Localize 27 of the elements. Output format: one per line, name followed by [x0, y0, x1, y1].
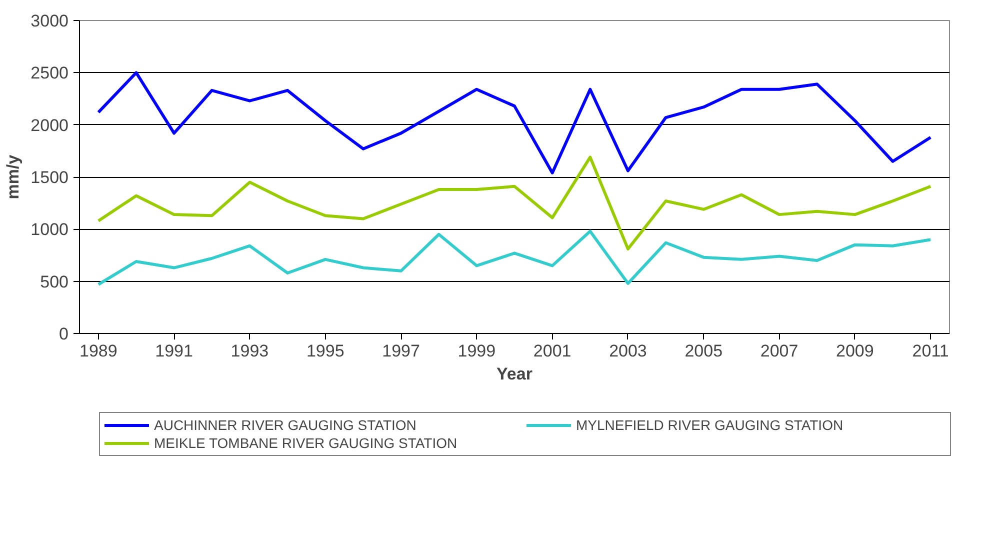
x-tick-label: 1997	[382, 342, 420, 360]
y-axis-title: mm/y	[4, 154, 23, 200]
x-tick-label: 2007	[760, 342, 798, 360]
y-tick-label: 1000	[30, 220, 69, 240]
y-tick-label: 2500	[30, 64, 69, 83]
legend-label: AUCHINNER RIVER GAUGING STATION	[154, 417, 418, 433]
x-tick-label: 1999	[458, 342, 496, 360]
x-tick-label: 1989	[80, 342, 118, 360]
line-series	[96, 71, 932, 174]
y-tick-label: 0	[59, 324, 69, 344]
line-series	[96, 230, 932, 286]
y-tick-label: 2000	[30, 116, 69, 135]
x-tick-label: 1991	[155, 342, 193, 360]
x-tick-label: 2001	[533, 342, 572, 360]
x-tick-label: 2009	[836, 342, 874, 360]
x-tick-label: 2011	[912, 342, 949, 360]
legend-label: MYLNEFIELD RIVER GAUGING STATION	[576, 417, 844, 433]
x-tick-label: 1993	[230, 342, 269, 360]
x-tick-label: 1995	[306, 342, 344, 360]
legend-label: MEIKLE TOMBANE RIVER GAUGING STATION	[154, 435, 458, 451]
line-series	[96, 156, 932, 250]
y-tick-label: 3000	[30, 12, 69, 30]
x-tick-label: 2005	[684, 342, 723, 360]
x-axis-title: Year	[496, 364, 533, 384]
y-tick-label: 500	[40, 272, 69, 292]
y-tick-label: 1500	[30, 168, 69, 187]
x-tick-label: 2003	[609, 342, 647, 360]
